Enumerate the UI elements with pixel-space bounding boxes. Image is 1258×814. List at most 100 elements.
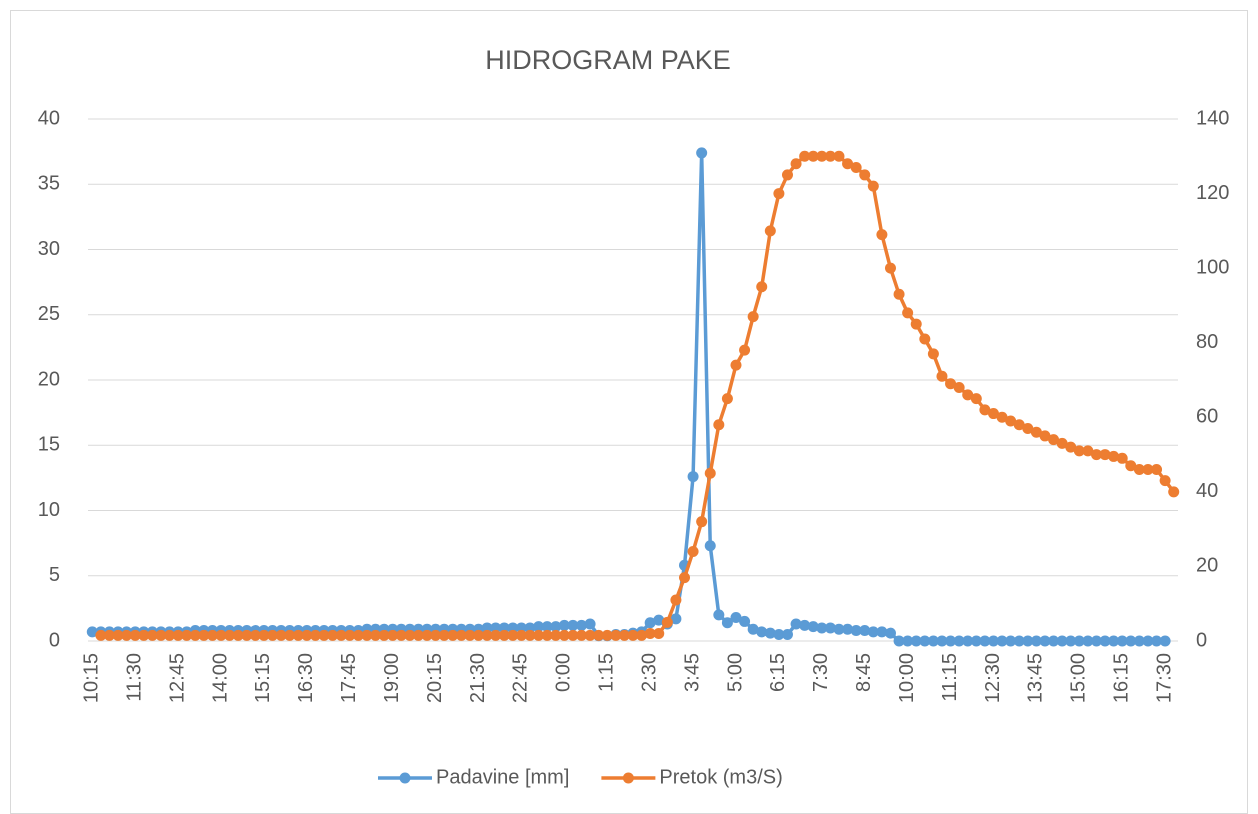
point bbox=[164, 629, 176, 641]
x-tick-label: 12:30 bbox=[982, 653, 1004, 703]
point bbox=[1065, 635, 1077, 647]
point bbox=[533, 629, 545, 641]
y-tick-label: 30 bbox=[38, 238, 60, 260]
point bbox=[1125, 460, 1137, 472]
point bbox=[455, 629, 467, 641]
point bbox=[224, 629, 236, 641]
point bbox=[1048, 434, 1060, 446]
point bbox=[490, 629, 502, 641]
point bbox=[1030, 426, 1042, 438]
x-tick-label: 7:30 bbox=[810, 653, 832, 692]
x-tick-label: 16:30 bbox=[295, 653, 317, 703]
x-tick-label: 17:30 bbox=[1153, 653, 1175, 703]
y2-tick-label: 100 bbox=[1196, 256, 1229, 278]
point bbox=[713, 609, 725, 621]
point bbox=[1073, 635, 1085, 647]
chart-title: HIDROGRAM PAKE bbox=[485, 45, 731, 75]
point bbox=[833, 623, 845, 635]
y2-tick-label: 80 bbox=[1196, 331, 1218, 353]
point bbox=[790, 618, 802, 630]
x-tick-label: 2:30 bbox=[638, 653, 660, 692]
point bbox=[387, 629, 399, 641]
point bbox=[1090, 635, 1102, 647]
point bbox=[138, 629, 150, 641]
point bbox=[653, 614, 665, 626]
point bbox=[473, 629, 485, 641]
x-tick-label: 8:45 bbox=[853, 653, 875, 692]
point bbox=[756, 281, 768, 293]
point bbox=[756, 626, 768, 638]
x-tick-label: 11:15 bbox=[939, 653, 961, 702]
point bbox=[292, 629, 304, 641]
point bbox=[807, 150, 819, 162]
point bbox=[1151, 463, 1163, 475]
point bbox=[893, 635, 905, 647]
point bbox=[962, 389, 974, 401]
point bbox=[687, 546, 699, 558]
point bbox=[112, 629, 124, 641]
point bbox=[576, 619, 588, 631]
x-tick-label: 15:00 bbox=[1068, 653, 1090, 703]
point bbox=[627, 629, 639, 641]
point bbox=[807, 621, 819, 633]
point bbox=[404, 629, 416, 641]
point bbox=[781, 169, 793, 181]
point bbox=[301, 629, 313, 641]
point bbox=[936, 370, 948, 382]
x-tick-label: 5:00 bbox=[724, 653, 746, 692]
point bbox=[850, 161, 862, 173]
point bbox=[103, 629, 115, 641]
point bbox=[867, 180, 879, 192]
point bbox=[309, 629, 321, 641]
y-tick-label: 25 bbox=[38, 303, 60, 325]
point bbox=[550, 621, 562, 633]
point bbox=[1108, 450, 1120, 462]
x-tick-label: 6:15 bbox=[767, 653, 789, 692]
point bbox=[867, 626, 879, 638]
point bbox=[1108, 635, 1120, 647]
point bbox=[987, 408, 999, 420]
point bbox=[1013, 419, 1025, 431]
point bbox=[1116, 635, 1128, 647]
point bbox=[524, 629, 536, 641]
point bbox=[558, 619, 570, 631]
point bbox=[739, 344, 751, 356]
chart-border bbox=[10, 10, 1248, 814]
x-tick-label: 19:00 bbox=[381, 653, 403, 703]
point bbox=[653, 628, 665, 640]
legend-marker bbox=[622, 772, 634, 784]
point bbox=[678, 572, 690, 584]
point bbox=[919, 333, 931, 345]
point bbox=[1116, 452, 1128, 464]
point bbox=[241, 629, 253, 641]
point bbox=[284, 629, 296, 641]
point bbox=[696, 147, 708, 159]
point bbox=[249, 629, 261, 641]
point bbox=[498, 629, 510, 641]
point bbox=[1056, 437, 1068, 449]
point bbox=[850, 625, 862, 637]
point bbox=[816, 622, 828, 634]
point bbox=[1151, 635, 1163, 647]
point bbox=[953, 635, 965, 647]
point bbox=[764, 225, 776, 237]
point bbox=[773, 628, 785, 640]
point bbox=[1090, 449, 1102, 461]
point bbox=[515, 629, 527, 641]
point bbox=[799, 150, 811, 162]
point bbox=[421, 629, 433, 641]
point bbox=[533, 621, 545, 633]
point bbox=[370, 629, 382, 641]
point bbox=[842, 623, 854, 635]
point bbox=[541, 629, 553, 641]
point bbox=[576, 629, 588, 641]
point bbox=[739, 615, 751, 627]
point bbox=[893, 288, 905, 300]
point bbox=[833, 150, 845, 162]
point bbox=[1013, 635, 1025, 647]
point bbox=[1022, 635, 1034, 647]
y-tick-label: 20 bbox=[38, 368, 60, 390]
point bbox=[747, 311, 759, 323]
point bbox=[610, 629, 622, 641]
point bbox=[155, 629, 167, 641]
